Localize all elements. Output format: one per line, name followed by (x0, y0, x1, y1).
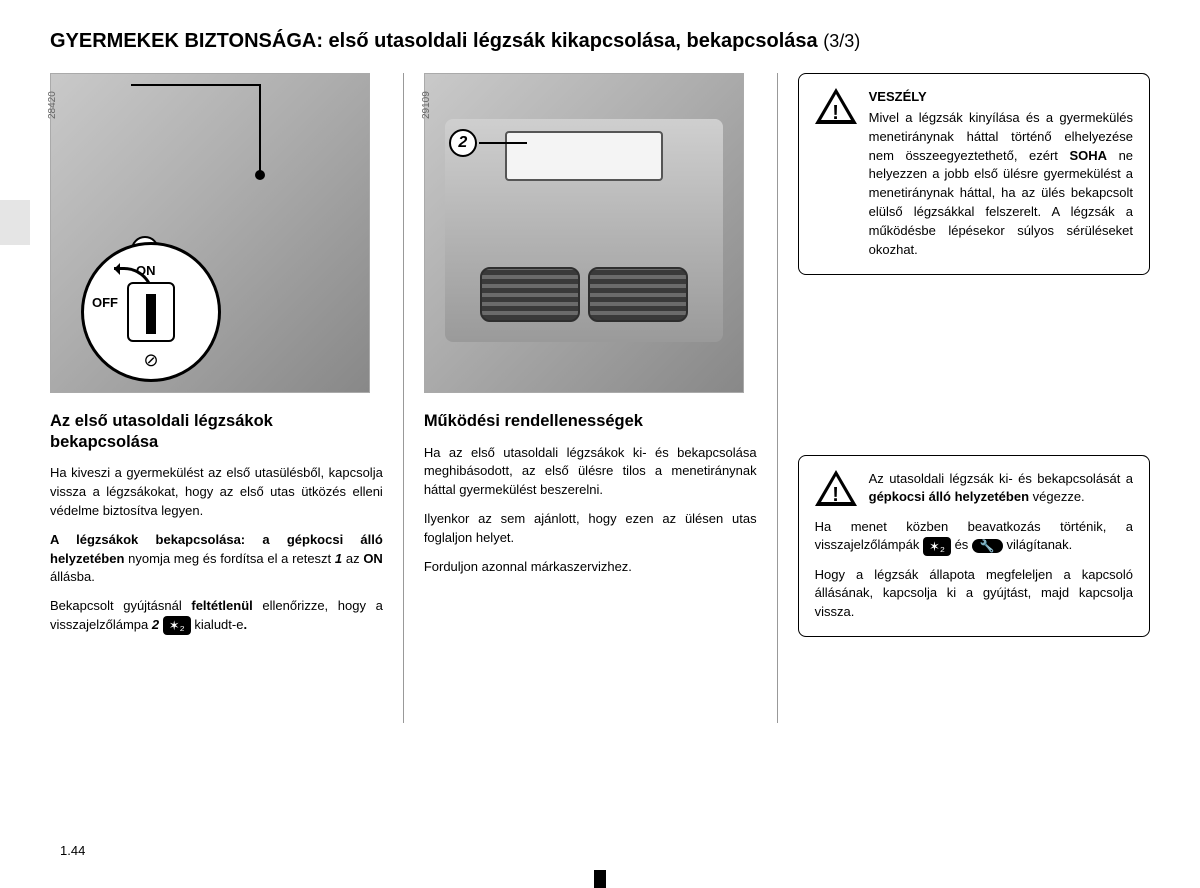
divider-2 (777, 73, 778, 723)
col2-p2: Ilyenkor az sem ajánlott, hogy ezen az ü… (424, 510, 757, 548)
warning2-p3: Hogy a légzsák állapota megfeleljen a ka… (815, 566, 1133, 623)
warning2-lead-wrap: Az utasoldali légzsák ki- és bekapcsolás… (869, 470, 1133, 508)
col1-p3-e: . (243, 617, 247, 632)
title-main: GYERMEKEK BIZTONSÁGA: első utasoldali lé… (50, 30, 818, 52)
column-middle: 29109 2 Működési rendellenességek Ha az … (424, 73, 757, 723)
figure-1: 28420 1 ON OFF ⊘ (50, 73, 370, 393)
col2-heading: Működési rendellenességek (424, 411, 757, 432)
warning-head: ! VESZÉLY Mivel a légzsák kinyílása és a… (815, 88, 1133, 260)
warning2-p2-end: világítanak. (1007, 537, 1073, 552)
callout-2-line (479, 142, 527, 144)
callout-2: 2 (449, 129, 477, 157)
air-vent-right (588, 267, 688, 322)
callout-dot (255, 170, 265, 180)
column-left: 28420 1 ON OFF ⊘ (50, 73, 383, 723)
switch-off-label: OFF (92, 295, 118, 310)
bottom-crop-mark (594, 870, 606, 888)
warning-triangle-icon: ! (815, 88, 857, 126)
figure-1-id: 28420 (47, 91, 58, 119)
col1-p2-b: az (342, 551, 363, 566)
dashboard-display (505, 131, 663, 181)
col1-p3-b: feltétlenül (191, 598, 252, 613)
column-right: ! VESZÉLY Mivel a légzsák kinyílása és a… (798, 73, 1150, 723)
warning-triangle-icon: ! (815, 470, 857, 508)
air-vent-left (480, 267, 580, 322)
warning1-title: VESZÉLY (869, 88, 1133, 107)
warning1-soha: SOHA (1069, 148, 1107, 163)
side-tab (0, 200, 30, 245)
warning2-lead2: végezze. (1029, 489, 1085, 504)
col1-p3-d: kialudt-e (194, 617, 243, 632)
figure-2-id: 29109 (421, 91, 432, 119)
page-number: 1.44 (60, 843, 85, 858)
figure-2: 29109 2 (424, 73, 744, 393)
page-root: GYERMEKEK BIZTONSÁGA: első utasoldali lé… (0, 0, 1200, 888)
col1-p3-a: Bekapcsolt gyújtásnál (50, 598, 191, 613)
col1-p2-on: ON (363, 551, 383, 566)
warning1-rest: ne helyezzen a jobb első ülésre gyermekü… (869, 148, 1133, 257)
callout-line (131, 84, 261, 174)
switch-dial: ON OFF ⊘ (81, 242, 221, 382)
callout-2-number: 2 (449, 129, 477, 157)
dashboard-panel (445, 119, 723, 342)
warning2-p2: Ha menet közben beavatkozás történik, a … (815, 518, 1133, 556)
airbag-switch: 1 ON OFF ⊘ (81, 242, 221, 382)
col1-p2-c: állásba. (50, 569, 95, 584)
col1-heading: Az első utasoldali légzsákok bekapcsolás… (50, 411, 383, 452)
airbag-lamp-icon: ✶₂ (923, 537, 951, 556)
col1-p3-ref: 2 (152, 617, 159, 632)
wrench-icon: 🔧 (972, 539, 1003, 553)
switch-on-label: ON (136, 263, 156, 278)
warning1-body: VESZÉLY Mivel a légzsák kinyílása és a g… (869, 88, 1133, 260)
col1-p1: Ha kiveszi a gyermekülést az első utasül… (50, 464, 383, 521)
warning2-head: ! Az utasoldali légzsák ki- és bekapcsol… (815, 470, 1133, 508)
warning-box-note: ! Az utasoldali légzsák ki- és bekapcsol… (798, 455, 1150, 637)
page-title: GYERMEKEK BIZTONSÁGA: első utasoldali lé… (50, 30, 1150, 53)
warning2-lead: Az utasoldali légzsák ki- és bekapcsolás… (869, 471, 1133, 486)
warning-box-danger: ! VESZÉLY Mivel a légzsák kinyílása és a… (798, 73, 1150, 275)
col1-p3: Bekapcsolt gyújtásnál feltétlenül ellenő… (50, 597, 383, 635)
columns: 28420 1 ON OFF ⊘ (50, 73, 1150, 723)
col1-p2: A légzsákok bekapcsolása: a gépkocsi áll… (50, 531, 383, 588)
airbag-icon: ⊘ (143, 350, 158, 371)
switch-keyslot (127, 282, 175, 342)
switch-slot (146, 294, 156, 334)
warning2-bold1: gépkocsi álló helyzetében (869, 489, 1029, 504)
divider-1 (403, 73, 404, 723)
airbag-lamp-icon: ✶₂ (163, 616, 191, 635)
warning2-p2-mid: és (955, 537, 972, 552)
col1-p2-a: nyomja meg és fordítsa el a reteszt (124, 551, 334, 566)
title-suffix: (3/3) (823, 31, 860, 51)
col2-p3: Forduljon azonnal márkaszervizhez. (424, 558, 757, 577)
col2-p1: Ha az első utasoldali légzsákok ki- és b… (424, 444, 757, 501)
